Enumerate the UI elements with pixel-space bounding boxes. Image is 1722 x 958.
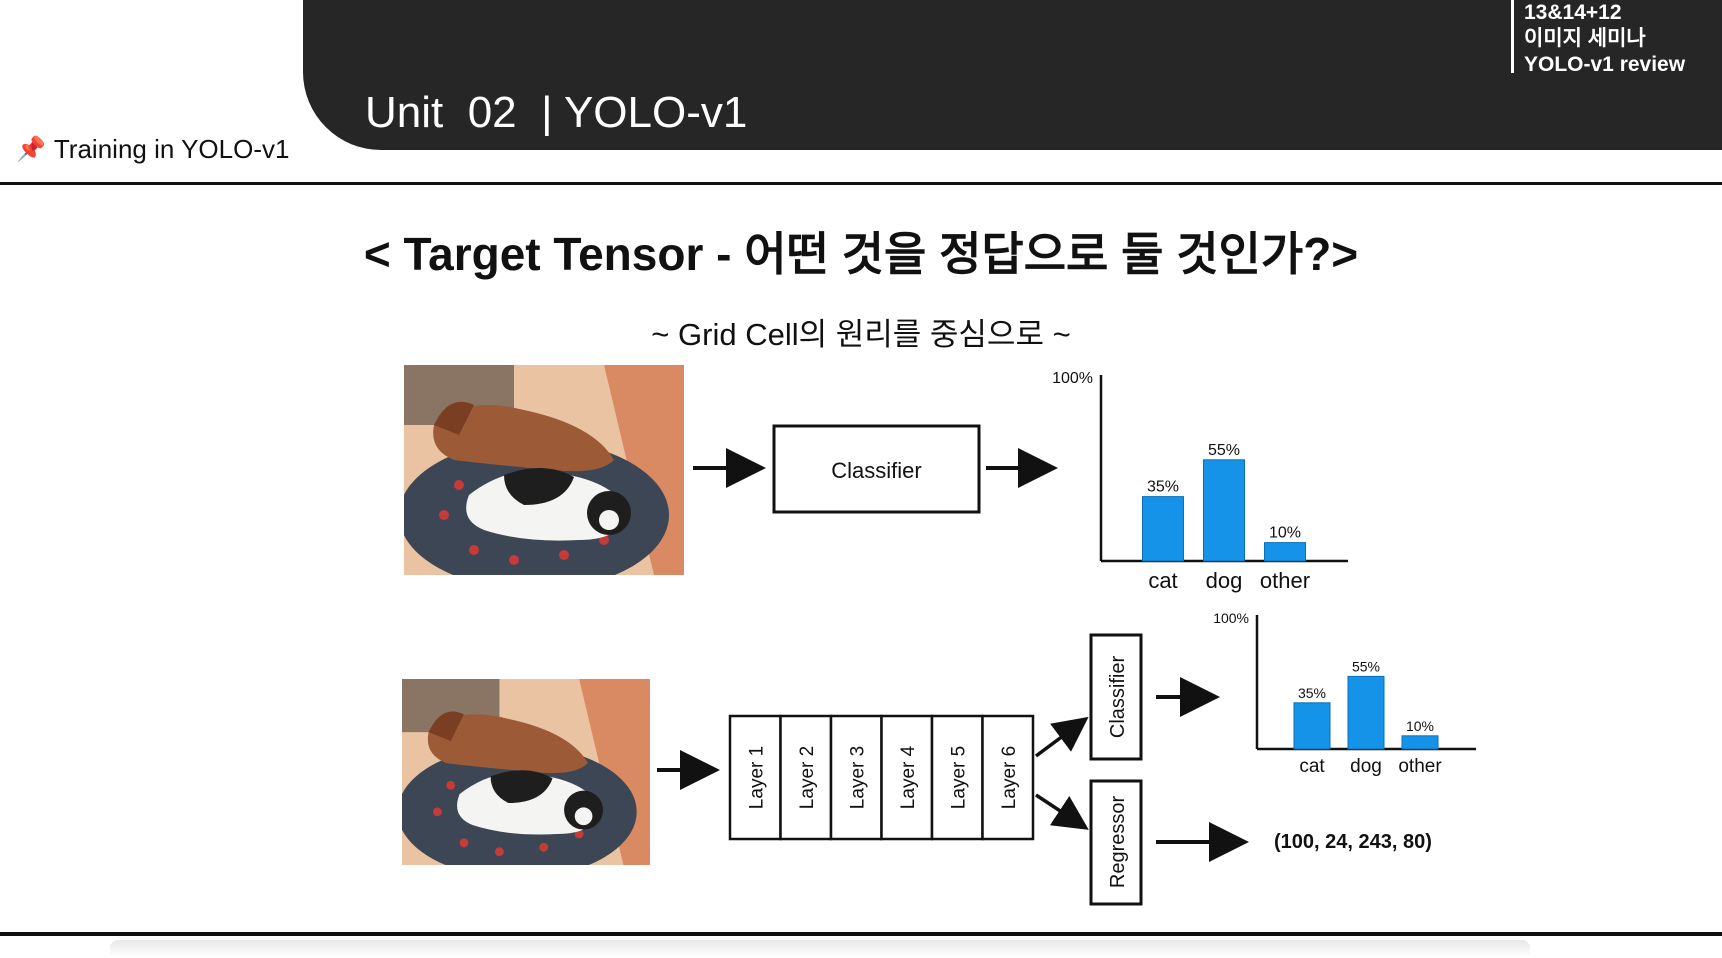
chart-bottom-category-label-dog: dog: [1350, 756, 1382, 777]
chart-top-bar-other: [1264, 542, 1306, 562]
section-label-text: Training in YOLO-v1: [53, 134, 290, 164]
classifier-label-top: Classifier: [831, 458, 921, 483]
chart-top-value-label-cat: 35%: [1147, 479, 1179, 496]
layer-label-4: Layer 4: [898, 745, 919, 809]
header-info: 13&14+12 이미지 세미나 YOLO-v1 review: [1524, 0, 1685, 78]
chart-bottom-category-label-cat: cat: [1299, 756, 1325, 777]
bar-chart-bottom: 100% 35% cat 55% dog 10% other: [1213, 610, 1476, 777]
footer-shadow: [110, 940, 1530, 958]
chart-bottom-value-label-cat: 35%: [1298, 685, 1326, 701]
layer-box-6: [981, 714, 1035, 841]
chart-bottom-category-label-other: other: [1398, 756, 1442, 777]
layer-label-1: Layer 1: [746, 746, 767, 809]
chart-bottom-bar-cat: [1293, 702, 1331, 750]
bottom-rule: [0, 932, 1722, 936]
pushpin-icon: 📌: [16, 136, 46, 163]
chart-bottom-value-label-dog: 55%: [1352, 658, 1380, 674]
header-info-line-1: 13&14+12: [1524, 1, 1622, 24]
layer-label-5: Layer 5: [948, 746, 969, 809]
slide-subtitle: ~ Grid Cell의 원리를 중심으로 ~: [651, 317, 1071, 352]
regressor-output: (100, 24, 243, 80): [1274, 831, 1432, 853]
section-label: 📌 Training in YOLO-v1: [16, 134, 289, 165]
layer-label-6: Layer 6: [999, 746, 1020, 809]
chart-top-y-top-label: 100%: [1052, 370, 1093, 387]
header-divider: [1511, 0, 1514, 73]
cat-dog-photo-bottom: [402, 679, 650, 865]
chart-top-category-label-other: other: [1260, 568, 1310, 593]
classifier-label-bottom: Classifier: [1107, 656, 1129, 739]
bar-chart-top: 100% 35% cat 55% dog 10% other: [1052, 370, 1348, 593]
regressor-box: [1089, 779, 1143, 906]
layer-box-1: [728, 714, 782, 841]
chart-bottom-value-label-other: 10%: [1406, 718, 1434, 734]
unit-title: Unit 02 | YOLO-v1: [365, 88, 748, 137]
layer-label-3: Layer 3: [847, 746, 868, 809]
layer-box-2: [779, 714, 833, 841]
layer-box-3: [829, 714, 883, 841]
chart-bottom-bar-dog: [1347, 675, 1385, 750]
regressor-label: Regressor: [1107, 796, 1129, 889]
classifier-box-top: [772, 424, 981, 514]
header-band: [303, 0, 1722, 150]
chart-bottom-bar-other: [1401, 735, 1439, 750]
chart-top-bar-cat: [1142, 496, 1184, 562]
chart-top-bar-dog: [1203, 459, 1245, 562]
slide-title: < Target Tensor - 어떤 것을 정답으로 둘 것인가?>: [363, 228, 1359, 280]
header-info-line-3: YOLO-v1 review: [1524, 53, 1686, 76]
chart-bottom-y-top-label: 100%: [1213, 610, 1249, 626]
chart-top-category-label-dog: dog: [1206, 568, 1243, 593]
arrow-layers-to-regressor: [1035, 793, 1089, 830]
layer-stack: Layer 1 Layer 2 Layer 3 Layer 4 Layer 5 Layer…: [728, 714, 1035, 841]
chart-top-value-label-dog: 55%: [1208, 442, 1240, 459]
arrow-layers-to-classifier: [1034, 716, 1089, 758]
cat-dog-photo-top: [404, 365, 684, 575]
layer-label-2: Layer 2: [797, 746, 818, 809]
header-info-line-2: 이미지 세미나: [1524, 27, 1646, 50]
chart-top-category-label-cat: cat: [1148, 568, 1177, 593]
chart-top-value-label-other: 10%: [1269, 525, 1301, 542]
classifier-box-bottom: [1089, 633, 1143, 761]
top-rule: [0, 182, 1722, 185]
